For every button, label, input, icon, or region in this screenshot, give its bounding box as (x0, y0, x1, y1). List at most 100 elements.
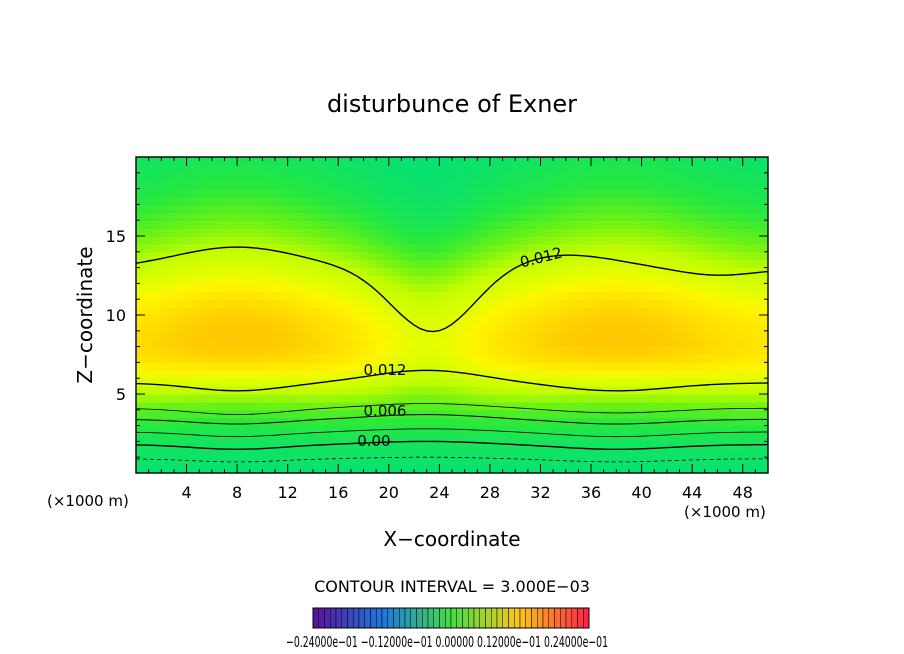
field-cell (256, 307, 265, 316)
field-cell (136, 386, 145, 395)
field-cell (480, 299, 489, 308)
field-cell (344, 299, 353, 308)
field-cell (408, 362, 417, 371)
field-cell (456, 330, 465, 340)
field-cell (368, 394, 377, 403)
field-cell (456, 370, 465, 379)
field-cell (192, 378, 201, 387)
field-cell (464, 417, 473, 427)
colorbar-cell (370, 607, 377, 629)
field-cell (480, 267, 489, 277)
field-cell (576, 322, 585, 332)
colorbar-cell (427, 607, 434, 629)
field-cell (528, 212, 537, 221)
field-cell (344, 433, 353, 442)
field-cell (296, 236, 305, 245)
field-cell (560, 330, 569, 340)
field-cell (760, 338, 768, 348)
field-cell (608, 228, 617, 237)
field-cell (344, 409, 353, 419)
field-cell (608, 299, 617, 308)
field-cell (712, 164, 721, 174)
field-cell (320, 346, 329, 356)
field-cell (456, 236, 465, 245)
field-cell (480, 386, 489, 395)
field-cell (584, 164, 593, 174)
field-cell (384, 330, 393, 340)
field-cell (480, 291, 489, 300)
field-cell (760, 322, 768, 332)
field-cell (448, 315, 457, 324)
field-cell (760, 394, 768, 403)
field-cell (344, 386, 353, 395)
field-cell (248, 362, 257, 371)
field-cell (656, 180, 665, 190)
field-cell (656, 425, 665, 435)
field-cell (280, 220, 289, 229)
field-cell (552, 188, 561, 198)
field-cell (560, 220, 569, 229)
field-cell (424, 386, 433, 395)
field-cell (192, 157, 201, 166)
field-cell (584, 307, 593, 316)
field-cell (256, 180, 265, 190)
field-cell (592, 196, 601, 205)
field-cell (288, 378, 297, 387)
field-cell (712, 370, 721, 379)
field-cell (448, 401, 457, 411)
field-cell (392, 449, 401, 458)
field-cell (544, 441, 553, 450)
field-cell (216, 315, 225, 324)
field-cell (496, 275, 505, 284)
field-cell (336, 433, 345, 442)
field-cell (616, 291, 625, 300)
field-cell (680, 164, 689, 174)
field-cell (184, 164, 193, 174)
field-cell (280, 283, 289, 292)
field-cell (712, 386, 721, 395)
field-cell (656, 157, 665, 166)
field-cell (744, 330, 753, 340)
field-cell (184, 338, 193, 348)
field-cell (176, 212, 185, 221)
field-cell (744, 157, 753, 166)
field-cell (680, 299, 689, 308)
field-cell (528, 354, 537, 363)
field-cell (632, 236, 641, 245)
field-cell (144, 417, 153, 427)
field-cell (424, 338, 433, 348)
field-cell (504, 433, 513, 442)
field-cell (664, 236, 673, 245)
field-cell (704, 220, 713, 229)
field-cell (216, 307, 225, 316)
colorbar-cell (387, 607, 394, 629)
field-cell (384, 315, 393, 324)
field-cell (168, 354, 177, 363)
field-cell (160, 354, 169, 363)
field-cell (544, 157, 553, 166)
field-cell (608, 378, 617, 387)
field-cell (224, 465, 233, 473)
field-cell (392, 220, 401, 229)
field-cell (416, 157, 425, 166)
x-tick-label: 20 (379, 483, 399, 502)
field-cell (760, 409, 768, 419)
field-cell (152, 315, 161, 324)
field-cell (336, 212, 345, 221)
field-cell (352, 212, 361, 221)
field-cell (272, 164, 281, 174)
field-cell (520, 457, 529, 466)
field-cell (504, 354, 513, 363)
field-cell (456, 354, 465, 363)
field-cell (200, 228, 209, 237)
field-cell (632, 307, 641, 316)
field-cell (176, 449, 185, 458)
field-cell (712, 275, 721, 284)
field-cell (168, 417, 177, 427)
field-cell (336, 275, 345, 284)
field-cell (752, 220, 761, 229)
field-cell (544, 457, 553, 466)
field-cell (488, 204, 497, 213)
field-cell (464, 386, 473, 395)
field-cell (320, 251, 329, 261)
